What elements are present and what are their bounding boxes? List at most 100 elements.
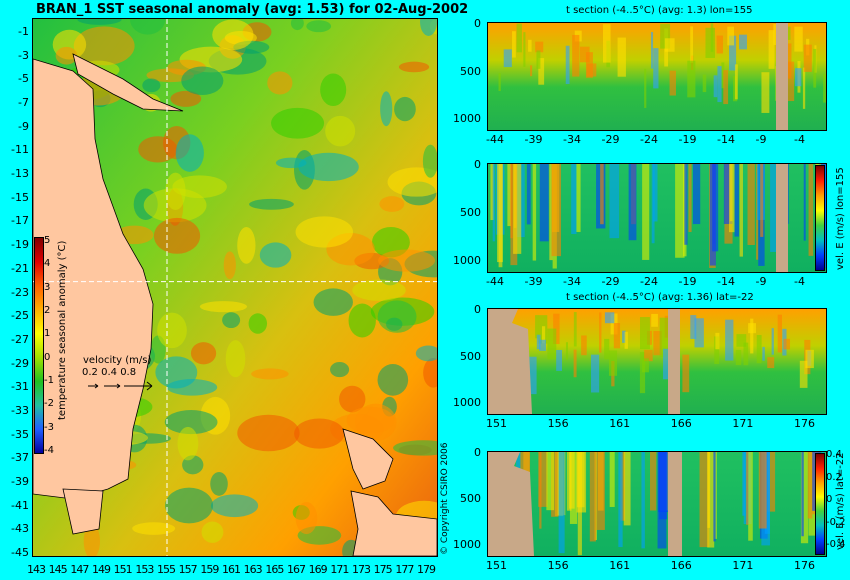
section-x-tick: -29 — [601, 275, 620, 288]
eddy-blob — [420, 19, 437, 36]
eddy-blob — [55, 46, 78, 65]
eddy-blob — [199, 301, 248, 313]
section-x-tick: -9 — [755, 275, 767, 288]
land-mask — [488, 309, 532, 414]
map-x-tick: 149 — [92, 563, 111, 576]
vel-colorbar-tick: 0.2 — [826, 471, 842, 483]
section1-title: t section (-4..5°C) (avg: 1.3) lon=155 — [566, 5, 753, 16]
section-y-tick: 0 — [474, 446, 481, 459]
map-y-tick: -23 — [11, 285, 29, 299]
colorbar-tick: 2 — [44, 305, 51, 316]
map-y-tick: -27 — [11, 332, 29, 346]
section-x-tick: 161 — [609, 417, 631, 430]
eddy-blob — [165, 487, 214, 524]
map-y-tick: -7 — [18, 96, 29, 110]
eddy-blob — [352, 279, 406, 301]
eddy-blob — [142, 78, 161, 93]
eddy-blob — [155, 356, 198, 389]
map-x-tick: 157 — [178, 563, 198, 576]
land-mask — [776, 164, 788, 272]
colorbar-tick: 0 — [44, 351, 51, 363]
section-x-tick: -34 — [563, 133, 581, 146]
eddy-blob — [393, 440, 437, 456]
map-y-tick: -1 — [18, 25, 29, 38]
section-x-tick: -14 — [717, 275, 735, 288]
map-x-tick: 145 — [48, 563, 68, 576]
map-y-tick: -15 — [11, 190, 29, 204]
t-section-lat-22-plot — [487, 308, 827, 415]
eddy-blob — [210, 471, 228, 496]
sst-map-svg — [33, 19, 437, 556]
nz-north-island — [342, 428, 394, 490]
map-y-tick: -19 — [11, 238, 29, 252]
land-mask — [776, 23, 788, 130]
map-x-tick: 177 — [395, 563, 414, 576]
section-x-tick: 176 — [794, 417, 815, 430]
map-y-tick: -13 — [11, 167, 29, 181]
map-x-tick: 163 — [243, 563, 263, 576]
section-x-tick: -9 — [755, 133, 767, 146]
colorbar-tick: 3 — [44, 281, 51, 293]
section-x-tick: -44 — [486, 275, 504, 288]
section-x-tick: 151 — [486, 559, 507, 572]
eddy-blob — [181, 66, 224, 96]
eddy-blob — [422, 144, 437, 178]
velocity-legend-arrows — [88, 381, 153, 391]
colorbar-label: temperature seasonal anomaly (°C) — [57, 240, 68, 420]
eddy-blob — [170, 90, 202, 107]
eddy-blob — [380, 91, 393, 127]
eddy-blob — [259, 242, 292, 268]
section-y-tick: 500 — [460, 349, 481, 363]
eddy-blob — [223, 251, 236, 280]
eddy-blob — [339, 385, 366, 413]
section-x-tick: 166 — [670, 417, 692, 430]
section-x-tick: -24 — [640, 275, 658, 288]
nz-south-island — [350, 490, 437, 556]
eddy-blob — [294, 418, 345, 449]
map-y-tick: -29 — [11, 356, 29, 370]
eddy-blob — [210, 494, 259, 518]
section-x-tick: -4 — [794, 133, 805, 146]
colorbar-tick: -3 — [44, 421, 54, 433]
vel-colorbar-tick: -0.4 — [826, 539, 846, 550]
eddy-blob — [237, 414, 300, 452]
colorbar-tick: 5 — [44, 235, 51, 246]
land-mask — [668, 309, 680, 414]
section-x-tick: -4 — [794, 275, 805, 288]
eddy-blob — [251, 368, 289, 380]
map-x-tick: 175 — [373, 563, 393, 576]
eddy-blob — [248, 313, 268, 334]
section-field — [488, 23, 826, 130]
eddy-blob — [153, 217, 201, 254]
eddy-blob — [73, 26, 135, 66]
eddy-blob — [387, 167, 437, 197]
map-y-tick: -25 — [11, 309, 29, 323]
vel-colorbar — [815, 165, 825, 271]
eddy-blob — [164, 410, 218, 435]
map-y-tick: -43 — [11, 522, 29, 536]
eddy-blob — [271, 107, 325, 139]
map-x-tick: 179 — [417, 563, 436, 576]
map-x-tick: 161 — [222, 563, 241, 576]
vel-lon155-label: vel. E (m/s) lon=155 — [835, 167, 846, 270]
map-x-tick: 147 — [70, 563, 89, 576]
main-chart-title: BRAN_1 SST seasonal anomaly (avg: 1.53) … — [36, 2, 469, 17]
velocity-legend-values: 0.2 0.4 0.8 — [82, 367, 137, 378]
section-y-tick: 0 — [474, 158, 481, 171]
section-y-tick: 1000 — [453, 396, 481, 409]
section-x-tick: -19 — [678, 133, 697, 146]
section-y-tick: 1000 — [453, 112, 481, 125]
velocity-legend-label: velocity (m/s) — [83, 355, 152, 366]
map-x-tick: 171 — [330, 563, 349, 576]
eddy-blob — [423, 357, 437, 388]
section-x-tick: -19 — [678, 275, 697, 288]
vel-colorbar-tick: -0.2 — [826, 516, 846, 528]
map-x-tick: 165 — [265, 563, 284, 576]
new-guinea-landmass — [72, 53, 184, 112]
section-x-tick: 166 — [670, 559, 692, 572]
eddy-blob — [138, 136, 178, 163]
section-y-tick: 1000 — [453, 538, 481, 551]
eddy-blob — [379, 196, 405, 212]
eddy-blob — [377, 364, 409, 396]
vel-section-lon155-plot — [487, 163, 827, 273]
